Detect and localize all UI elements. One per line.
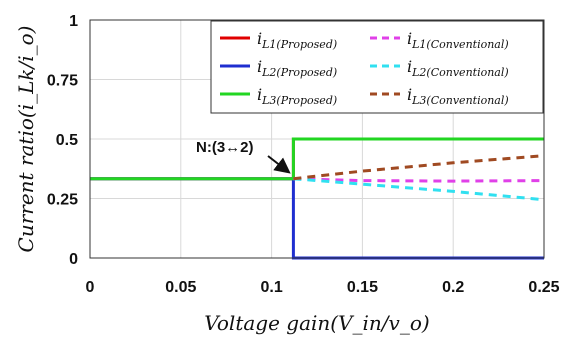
x-axis-label: Voltage gain(V_in/v_o) [204,311,429,335]
y-axis-label: Current ratio(i_Lk/i_o) [14,26,38,253]
series-line-l3-conventional [293,154,545,181]
series-layer [90,137,545,260]
x-tick-labels: 0 0.05 0.1 0.15 0.2 0.25 [86,279,560,296]
legend-entry-main: i [257,57,262,76]
x-tick-label: 0.2 [442,279,464,296]
plot-frame [89,19,545,259]
x-tick-label: 0.1 [260,279,282,296]
x-tick-label: 0.05 [165,279,196,296]
legend-entry-main: i [257,85,262,104]
legend: iL1(Proposed)iL2(Proposed)iL3(Proposed)i… [210,20,544,114]
legend-entry: iL3(Conventional) [407,85,509,107]
legend-entry: iL2(Proposed) [257,57,337,79]
legend-entry-main: i [407,57,412,76]
y-tick-label: 0.25 [47,192,78,209]
legend-entry: iL1(Conventional) [407,29,509,51]
legend-entry-sub: L1(Proposed) [261,38,337,51]
x-tick-label: 0.25 [528,279,559,296]
legend-entry: iL3(Proposed) [257,85,337,107]
series-line-l2-conventional [293,177,545,202]
y-tick-label: 0 [69,251,78,268]
series-line-l1-conventional [293,177,545,183]
x-tick-label: 0.15 [347,279,378,296]
legend-entry-sub: L2(Proposed) [261,66,337,79]
legend-entry-main: i [257,29,262,48]
y-tick-label: 0.5 [56,132,78,149]
legend-entry-sub: L1(Conventional) [411,38,509,51]
legend-entry-sub: L3(Proposed) [261,94,337,107]
y-tick-label: 0.75 [47,73,78,90]
legend-entry-main: i [407,85,412,104]
y-tick-label: 1 [69,13,78,30]
legend-entry: iL1(Proposed) [257,29,337,51]
y-tick-labels: 0 0.25 0.5 0.75 1 [47,13,78,268]
x-tick-label: 0 [86,279,95,296]
annotation-arrow [267,155,291,174]
legend-entry: iL2(Conventional) [407,57,509,79]
legend-entry-main: i [407,29,412,48]
annotation-label: N:(3↔2) [196,139,254,156]
legend-entry-sub: L2(Conventional) [411,66,509,79]
series-line-l3-proposed [90,137,544,181]
annotation: N:(3↔2) [196,139,291,174]
legend-entry-sub: L3(Conventional) [411,94,509,107]
